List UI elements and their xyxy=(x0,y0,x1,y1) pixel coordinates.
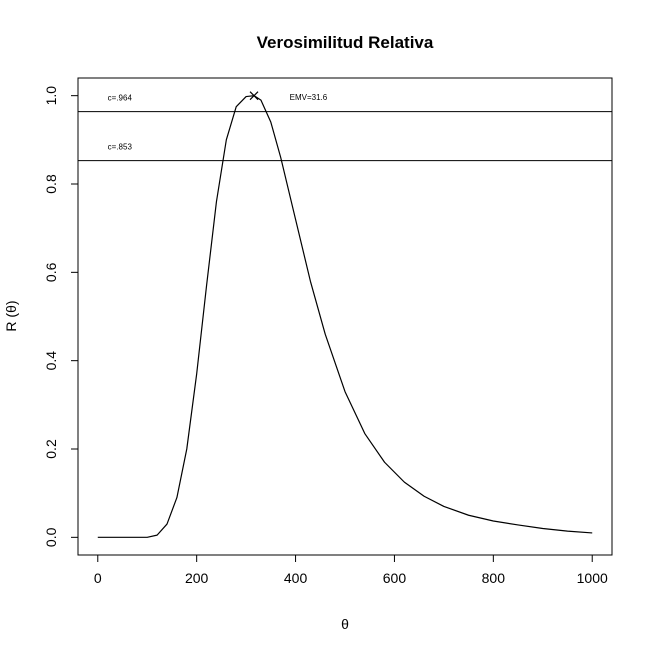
y-tick-label: 0.6 xyxy=(43,262,59,282)
y-axis-label: R (θ) xyxy=(3,300,19,331)
x-tick-label: 1000 xyxy=(577,570,608,586)
x-tick-label: 800 xyxy=(482,570,506,586)
x-tick-label: 400 xyxy=(284,570,308,586)
y-tick-label: 0.8 xyxy=(43,174,59,194)
x-tick-label: 200 xyxy=(185,570,209,586)
x-axis-label: θ xyxy=(341,616,349,632)
cut-line-label: c=.853 xyxy=(108,143,133,152)
chart-title: Verosimilitud Relativa xyxy=(257,33,434,52)
y-tick-label: 0.4 xyxy=(43,351,59,371)
plot-layer: 0 200 400 600 800 1000 0.0 0.2 0.4 0.6 0.8 1.0 c=.96… xyxy=(43,86,612,586)
y-tick-label: 0.2 xyxy=(43,439,59,459)
y-tick-label: 0.0 xyxy=(43,527,59,547)
likelihood-curve xyxy=(97,95,593,538)
plot-frame xyxy=(77,77,613,556)
x-tick-label: 0 xyxy=(94,570,102,586)
mle-marker xyxy=(249,91,259,101)
y-tick-label: 1.0 xyxy=(43,86,59,106)
cut-line-label: c=.964 xyxy=(108,94,133,103)
x-tick-label: 600 xyxy=(383,570,407,586)
mle-label: EMV=31.6 xyxy=(290,93,328,102)
